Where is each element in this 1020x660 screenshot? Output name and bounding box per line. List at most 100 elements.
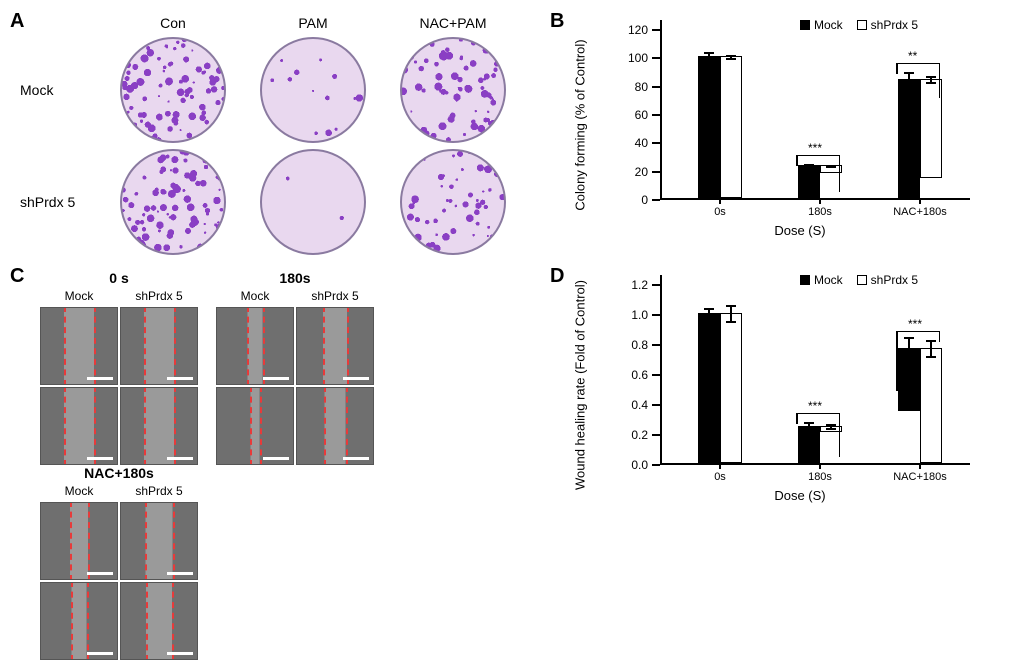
legend-text: shPrdx 5 xyxy=(871,273,918,287)
scratch-column: Mock xyxy=(40,289,118,465)
scratch-guideline xyxy=(263,307,265,385)
ytick-label: 0.6 xyxy=(620,368,648,382)
panel-c: C 0 sMockshPrdx 5180sMockshPrdx 5NAC+180… xyxy=(10,265,530,525)
scratch-block-label: NAC+180s xyxy=(40,465,198,481)
scratch-guideline xyxy=(247,307,249,385)
panel-a-row: Mock xyxy=(80,37,506,143)
scratch-column: shPrdx 5 xyxy=(296,289,374,465)
scratch-guideline xyxy=(174,307,176,385)
bar xyxy=(698,56,720,198)
bar xyxy=(798,426,820,464)
scratch-guideline xyxy=(260,387,262,465)
panel-c-content: 0 sMockshPrdx 5180sMockshPrdx 5NAC+180sM… xyxy=(40,270,530,660)
significance-bracket xyxy=(796,155,840,156)
well-plate xyxy=(260,37,366,143)
panel-d-legend: Mock shPrdx 5 xyxy=(800,273,918,287)
scratch-guideline xyxy=(87,582,89,660)
scratch-block: NAC+180sMockshPrdx 5 xyxy=(40,465,198,660)
error-bar xyxy=(908,337,910,361)
bar xyxy=(720,56,742,198)
well-plate xyxy=(260,149,366,255)
xtick-label: 180s xyxy=(808,206,832,218)
scratch-sublabel: Mock xyxy=(40,484,118,498)
scratch-guideline xyxy=(71,582,73,660)
error-bar xyxy=(930,340,932,358)
panel-b-x-axis xyxy=(660,198,970,200)
panel-a-column-headers: Con PAM NAC+PAM xyxy=(120,15,506,31)
scratch-guideline xyxy=(145,502,147,580)
panel-b-xlabel: Dose (S) xyxy=(774,223,825,238)
scratch-image xyxy=(40,307,118,385)
legend-swatch xyxy=(800,275,810,285)
error-bar xyxy=(808,422,810,431)
panel-b-label: B xyxy=(550,10,564,33)
scalebar xyxy=(167,457,193,460)
scratch-sublabel: Mock xyxy=(40,289,118,303)
scratch-image xyxy=(216,387,294,465)
ytick-label: 0.4 xyxy=(620,398,648,412)
scratch-guideline xyxy=(323,307,325,385)
ytick-label: 0.8 xyxy=(620,338,648,352)
xtick-label: 0s xyxy=(714,471,726,483)
error-bar xyxy=(730,55,732,61)
scalebar xyxy=(343,457,369,460)
legend-text: Mock xyxy=(814,273,843,287)
scratch-image xyxy=(120,502,198,580)
scratch-guideline xyxy=(144,387,146,465)
xtick-label: 0s xyxy=(714,206,726,218)
scratch-guideline xyxy=(70,502,72,580)
scratch-guideline xyxy=(64,307,66,385)
scratch-image xyxy=(296,387,374,465)
ytick-label: 0 xyxy=(620,193,648,207)
well-plate xyxy=(120,149,226,255)
significance-bracket xyxy=(896,331,940,332)
scalebar xyxy=(343,377,369,380)
scratch-column: Mock xyxy=(216,289,294,465)
error-bar xyxy=(908,72,910,89)
scalebar xyxy=(87,377,113,380)
legend-item: shPrdx 5 xyxy=(857,18,918,32)
bar-group: 0s xyxy=(690,56,750,198)
ytick-label: 1.2 xyxy=(620,278,648,292)
scalebar xyxy=(167,572,193,575)
bar-group: 0s xyxy=(690,313,750,463)
legend-text: shPrdx 5 xyxy=(871,18,918,32)
scratch-guideline xyxy=(346,387,348,465)
bar-group: 180s xyxy=(790,165,850,198)
significance-bracket xyxy=(796,413,840,414)
panel-a-row: shPrdx 5 xyxy=(80,149,506,255)
scratch-guideline xyxy=(173,502,175,580)
panel-d-chart: Wound healing rate (Fold of Control) Dos… xyxy=(620,275,980,495)
panel-d-x-axis xyxy=(660,463,970,465)
panel-d-y-axis xyxy=(660,275,662,465)
error-bar xyxy=(708,52,710,63)
panel-b-ylabel: Colony forming (% of Control) xyxy=(573,39,588,210)
panel-a-col-pam: PAM xyxy=(260,15,366,31)
legend-swatch xyxy=(857,275,867,285)
panel-b-legend: Mock shPrdx 5 xyxy=(800,18,918,32)
panel-b-chart: Colony forming (% of Control) Dose (S) M… xyxy=(620,20,980,230)
error-bar xyxy=(830,165,832,168)
legend-item: Mock xyxy=(800,18,843,32)
legend-item: shPrdx 5 xyxy=(857,273,918,287)
scalebar xyxy=(167,377,193,380)
legend-swatch xyxy=(857,20,867,30)
ytick-label: 120 xyxy=(620,23,648,37)
bar-group: NAC+180s xyxy=(890,79,950,198)
scratch-column: Mock xyxy=(40,484,118,660)
error-bar xyxy=(930,76,932,85)
scratch-guideline xyxy=(88,502,90,580)
xtick-label: NAC+180s xyxy=(893,471,947,483)
scratch-image xyxy=(296,307,374,385)
panel-d-xlabel: Dose (S) xyxy=(774,488,825,503)
legend-item: Mock xyxy=(800,273,843,287)
bar xyxy=(898,348,920,411)
significance-bracket xyxy=(896,63,940,64)
panel-a-content: Con PAM NAC+PAM MockshPrdx 5 xyxy=(80,15,506,255)
scratch-guideline xyxy=(174,387,176,465)
significance-label: *** xyxy=(908,317,922,331)
error-bar xyxy=(730,305,732,323)
scratch-guideline xyxy=(144,307,146,385)
scratch-sublabel: shPrdx 5 xyxy=(296,289,374,303)
scratch-guideline xyxy=(324,387,326,465)
